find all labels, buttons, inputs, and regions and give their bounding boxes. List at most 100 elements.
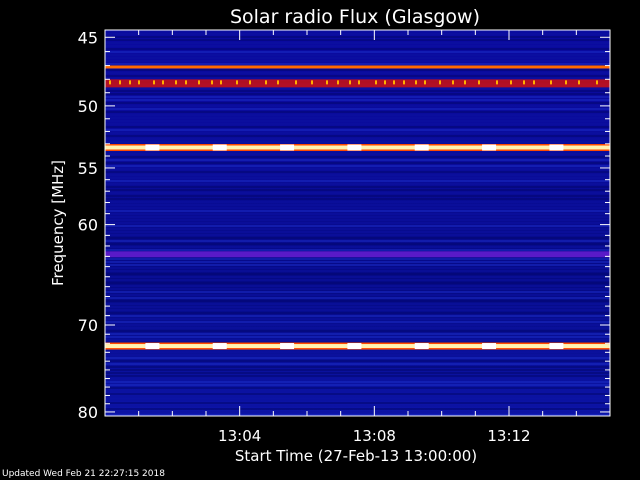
- spectrogram-row: [105, 57, 610, 59]
- spectrogram-row: [105, 30, 610, 32]
- band-dot: [533, 80, 535, 85]
- spectrogram-row: [105, 78, 610, 80]
- band-burst: [482, 144, 497, 151]
- band-dot: [578, 80, 580, 85]
- spectrogram-row: [105, 171, 610, 173]
- band-burst: [145, 343, 160, 350]
- band-dot: [220, 80, 222, 85]
- spectrogram-row: [105, 333, 610, 335]
- spectrogram-row: [105, 54, 610, 56]
- spectrogram-row: [105, 330, 610, 332]
- spectrogram-row: [105, 297, 610, 299]
- spectrogram-row: [105, 192, 610, 194]
- x-tick-label: 13:12: [487, 427, 530, 445]
- band-dot: [393, 80, 395, 85]
- spectrogram-row: [105, 405, 610, 407]
- band-dot: [277, 80, 279, 85]
- spectrogram-row: [105, 207, 610, 209]
- spectrogram-row: [105, 375, 610, 377]
- spectrogram-row: [105, 72, 610, 74]
- band-dot: [452, 80, 454, 85]
- band-dot: [211, 80, 213, 85]
- spectrogram-row: [105, 336, 610, 338]
- band-dot: [358, 80, 360, 85]
- spectrogram-row: [105, 234, 610, 236]
- spectrogram-row: [105, 165, 610, 167]
- band-dot: [478, 80, 480, 85]
- spectrogram-row: [105, 294, 610, 296]
- spectrogram-row: [105, 324, 610, 326]
- spectrogram-row: [105, 33, 610, 35]
- band-dot: [510, 80, 512, 85]
- band-burst: [482, 343, 497, 350]
- y-tick-label: 55: [78, 159, 98, 178]
- band-burst: [280, 343, 295, 350]
- spectrogram-row: [105, 99, 610, 101]
- y-tick-label: 50: [78, 97, 98, 116]
- band-dot: [236, 80, 238, 85]
- spectrogram-row: [105, 51, 610, 53]
- spectrogram-row: [105, 45, 610, 47]
- band-dot: [550, 80, 552, 85]
- band-dot: [311, 80, 313, 85]
- update-timestamp: Updated Wed Feb 21 22:27:15 2018: [2, 469, 165, 479]
- y-tick-label: 45: [78, 28, 98, 47]
- spectrogram-row: [105, 285, 610, 287]
- spectrogram-row: [105, 291, 610, 293]
- spectrogram-row: [105, 96, 610, 98]
- x-tick-label: 13:08: [353, 427, 396, 445]
- spectrogram-row: [105, 267, 610, 269]
- spectrogram-row: [105, 42, 610, 44]
- band-burst: [212, 343, 227, 350]
- spectrogram-row: [105, 327, 610, 329]
- spectrogram-row: [105, 228, 610, 230]
- band-dot: [153, 80, 155, 85]
- spectrogram-row: [105, 282, 610, 284]
- spectrogram-row: [105, 162, 610, 164]
- spectrogram-row: [105, 273, 610, 275]
- spectrogram-row: [105, 222, 610, 224]
- spectrogram-row: [105, 300, 610, 302]
- spectrogram-row: [105, 159, 610, 161]
- band-dot: [162, 80, 164, 85]
- y-tick-label: 60: [78, 216, 98, 235]
- spectrogram-row: [105, 309, 610, 311]
- y-tick-label: 80: [78, 403, 98, 422]
- band-burst: [414, 144, 429, 151]
- band-dot: [439, 80, 441, 85]
- band-dot: [175, 80, 177, 85]
- spectrogram-row: [105, 60, 610, 62]
- spectrogram-row: [105, 357, 610, 359]
- band-burst: [280, 144, 295, 151]
- spectrogram-row: [105, 354, 610, 356]
- spectrogram-row: [105, 258, 610, 260]
- spectrogram-row: [105, 318, 610, 320]
- spectrogram-row: [105, 243, 610, 245]
- spectrogram-row: [105, 216, 610, 218]
- spectrogram-row: [105, 69, 610, 71]
- band-dot: [523, 80, 525, 85]
- plot-frame: [104, 29, 611, 417]
- spectrogram-row: [105, 201, 610, 203]
- spectrogram-row: [105, 411, 610, 413]
- band-burst: [549, 343, 564, 350]
- spectrogram-row: [105, 213, 610, 215]
- spectrogram-row: [105, 153, 610, 155]
- spectrogram-row: [105, 237, 610, 239]
- spectrogram-field: [105, 30, 610, 416]
- band-dot: [375, 80, 377, 85]
- spectrogram-row: [105, 93, 610, 95]
- spectrogram-row: [105, 141, 610, 143]
- spectrogram-row: [105, 276, 610, 278]
- band-burst: [347, 144, 362, 151]
- spectrogram-row: [105, 132, 610, 134]
- x-axis: 13:04 13:08 13:12: [138, 30, 577, 445]
- spectrogram-row: [105, 393, 610, 395]
- spectrogram-row: [105, 387, 610, 389]
- spectrogram-row: [105, 369, 610, 371]
- band-dot: [384, 80, 386, 85]
- band-burst: [414, 343, 429, 350]
- band-dot: [596, 80, 598, 85]
- emission-bands: [105, 65, 610, 350]
